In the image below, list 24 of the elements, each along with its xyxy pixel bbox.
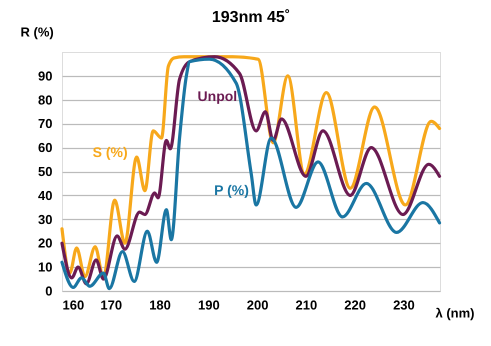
x-tick-label: 170 [100,298,122,312]
y-tick-label: 40 [38,188,52,203]
y-tick-label: 60 [38,140,52,156]
y-tick-label: 50 [38,164,52,179]
y-tick-label: 0 [45,284,52,298]
x-tick-label: 230 [393,298,415,312]
x-tick-label: 200 [246,298,268,312]
y-tick-label: 30 [38,212,52,227]
series-label: P (%) [214,182,249,198]
y-tick-label: 90 [38,68,52,84]
y-tick-label: 20 [38,236,52,251]
x-axis-title: λ (nm) [436,306,474,320]
x-tick-label: 210 [296,298,318,312]
x-tick-label: 160 [62,298,84,312]
series-label: S (%) [92,144,128,160]
series-label: Unpol [198,88,238,104]
chart-title: 193nm 45˚ [212,9,290,26]
y-tick-label: 10 [38,260,52,275]
x-tick-label: 220 [344,298,366,312]
y-tick-label: 80 [38,92,52,108]
y-tick-label: 70 [38,116,52,132]
x-tick-label: 180 [149,298,171,312]
x-tick-label: 190 [198,298,220,312]
y-axis-title: R (%) [20,24,54,40]
